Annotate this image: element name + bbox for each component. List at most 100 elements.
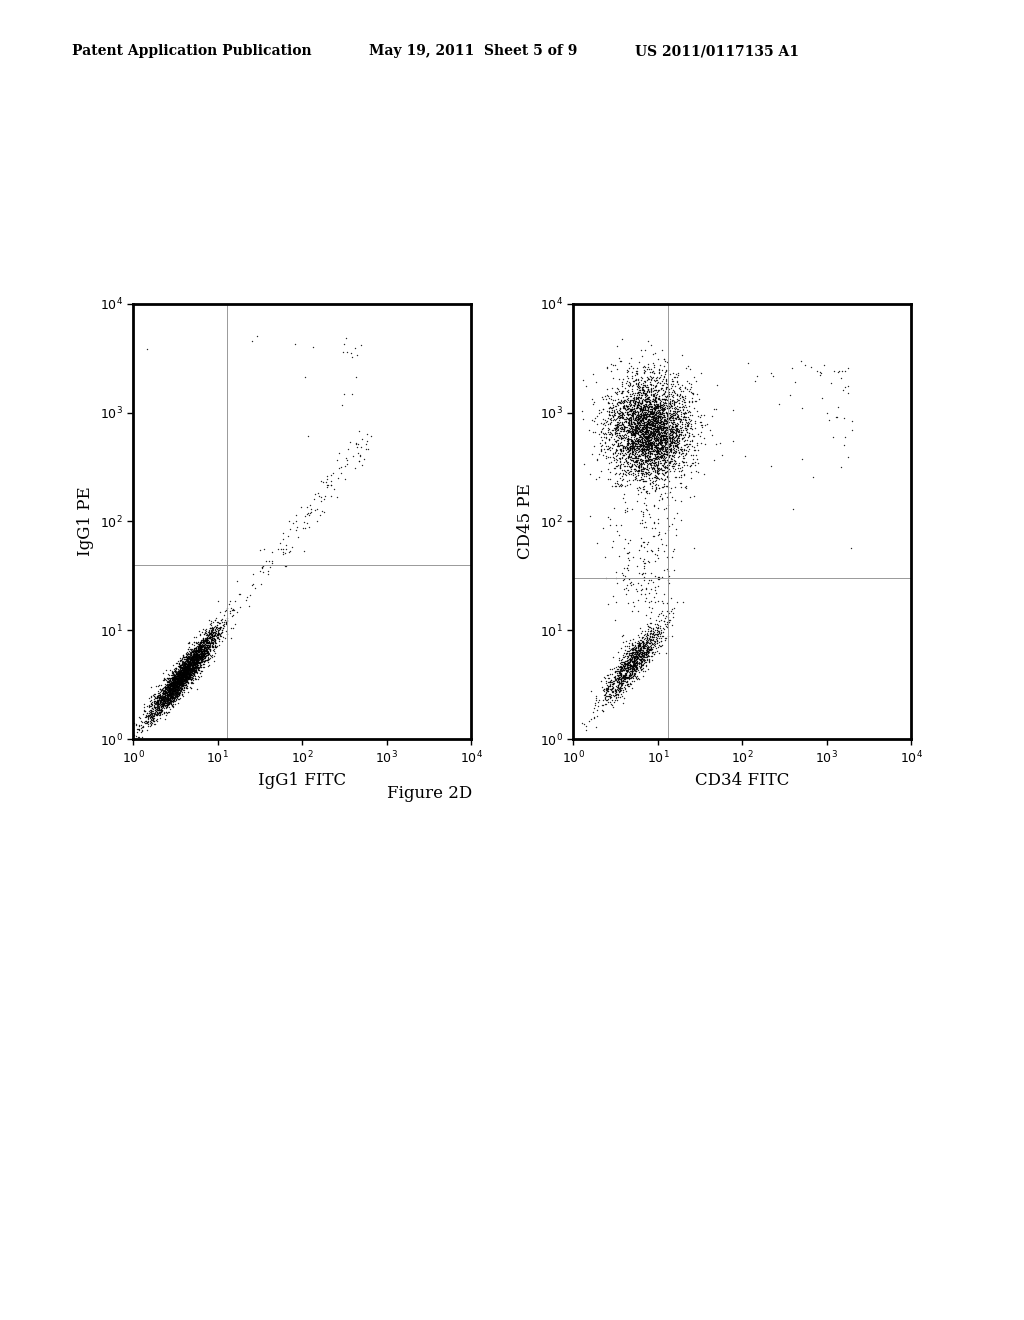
Point	[197, 643, 213, 664]
Point	[626, 418, 642, 440]
Point	[152, 690, 168, 711]
Point	[166, 680, 182, 701]
Point	[630, 430, 646, 451]
Point	[672, 384, 688, 405]
Point	[644, 634, 660, 655]
Point	[615, 565, 632, 586]
Point	[167, 660, 183, 681]
Point	[171, 676, 187, 697]
Point	[183, 655, 200, 676]
Point	[644, 438, 660, 459]
Point	[609, 416, 626, 437]
Point	[196, 638, 212, 659]
Point	[199, 630, 215, 651]
Point	[670, 399, 686, 420]
Point	[170, 669, 186, 690]
Point	[188, 653, 205, 675]
Point	[649, 418, 666, 440]
Point	[161, 676, 177, 697]
Point	[613, 403, 630, 424]
Point	[650, 521, 667, 543]
Point	[670, 428, 686, 449]
Point	[175, 675, 191, 696]
Point	[614, 446, 631, 467]
Point	[185, 648, 202, 669]
Point	[182, 648, 199, 669]
Point	[199, 632, 215, 653]
Point	[160, 689, 176, 710]
Point	[178, 667, 195, 688]
Point	[618, 653, 635, 675]
Point	[615, 665, 632, 686]
Point	[148, 689, 165, 710]
Point	[184, 660, 201, 681]
Point	[634, 651, 650, 672]
Point	[634, 426, 650, 447]
Point	[646, 461, 663, 482]
Point	[151, 697, 167, 718]
Point	[630, 645, 646, 667]
Point	[653, 421, 670, 442]
Point	[631, 635, 647, 656]
Point	[612, 351, 629, 372]
Point	[639, 428, 655, 449]
Point	[633, 409, 649, 430]
Point	[222, 598, 239, 619]
Point	[176, 657, 193, 678]
Point	[175, 657, 191, 678]
Point	[176, 672, 193, 693]
Point	[173, 668, 189, 689]
Point	[666, 416, 682, 437]
Point	[651, 469, 668, 490]
Point	[173, 664, 189, 685]
Point	[644, 397, 660, 418]
Point	[635, 432, 651, 453]
Point	[647, 392, 664, 413]
Point	[131, 719, 147, 741]
Point	[627, 392, 643, 413]
Point	[174, 675, 190, 696]
Point	[630, 395, 646, 416]
Point	[627, 404, 643, 425]
Point	[193, 636, 209, 657]
Point	[205, 623, 221, 644]
Point	[140, 701, 157, 722]
Point	[185, 643, 202, 664]
Point	[163, 677, 179, 698]
Point	[216, 614, 232, 635]
Point	[655, 388, 672, 409]
Point	[618, 664, 635, 685]
Point	[181, 664, 198, 685]
Point	[631, 639, 647, 660]
Point	[660, 428, 677, 449]
Point	[160, 680, 176, 701]
Point	[636, 475, 652, 496]
Point	[169, 678, 185, 700]
Point	[188, 651, 205, 672]
Point	[644, 380, 660, 401]
Point	[648, 393, 665, 414]
Point	[614, 397, 631, 418]
Point	[182, 651, 199, 672]
Point	[640, 642, 656, 663]
Point	[623, 668, 639, 689]
Point	[626, 652, 642, 673]
Point	[656, 422, 673, 444]
Point	[648, 391, 665, 412]
Point	[168, 672, 184, 693]
Point	[625, 655, 641, 676]
Point	[646, 422, 663, 444]
Point	[605, 697, 622, 718]
Point	[639, 639, 655, 660]
Point	[161, 675, 177, 696]
Point	[173, 678, 189, 700]
Point	[643, 628, 659, 649]
Point	[178, 659, 195, 680]
Point	[641, 467, 657, 488]
Point	[167, 676, 183, 697]
Point	[614, 667, 631, 688]
Point	[161, 678, 177, 700]
Point	[646, 383, 663, 404]
Point	[643, 437, 659, 458]
Point	[610, 667, 627, 688]
